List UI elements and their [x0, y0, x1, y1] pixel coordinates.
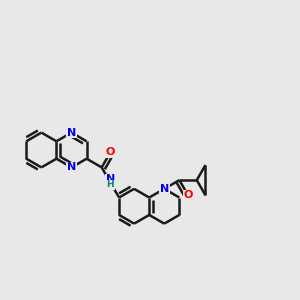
- Text: N: N: [67, 162, 76, 172]
- Text: N: N: [106, 175, 115, 184]
- Text: O: O: [183, 190, 193, 200]
- Text: N: N: [160, 184, 169, 194]
- Text: H: H: [106, 180, 114, 189]
- Text: O: O: [106, 147, 115, 157]
- Text: N: N: [67, 128, 76, 138]
